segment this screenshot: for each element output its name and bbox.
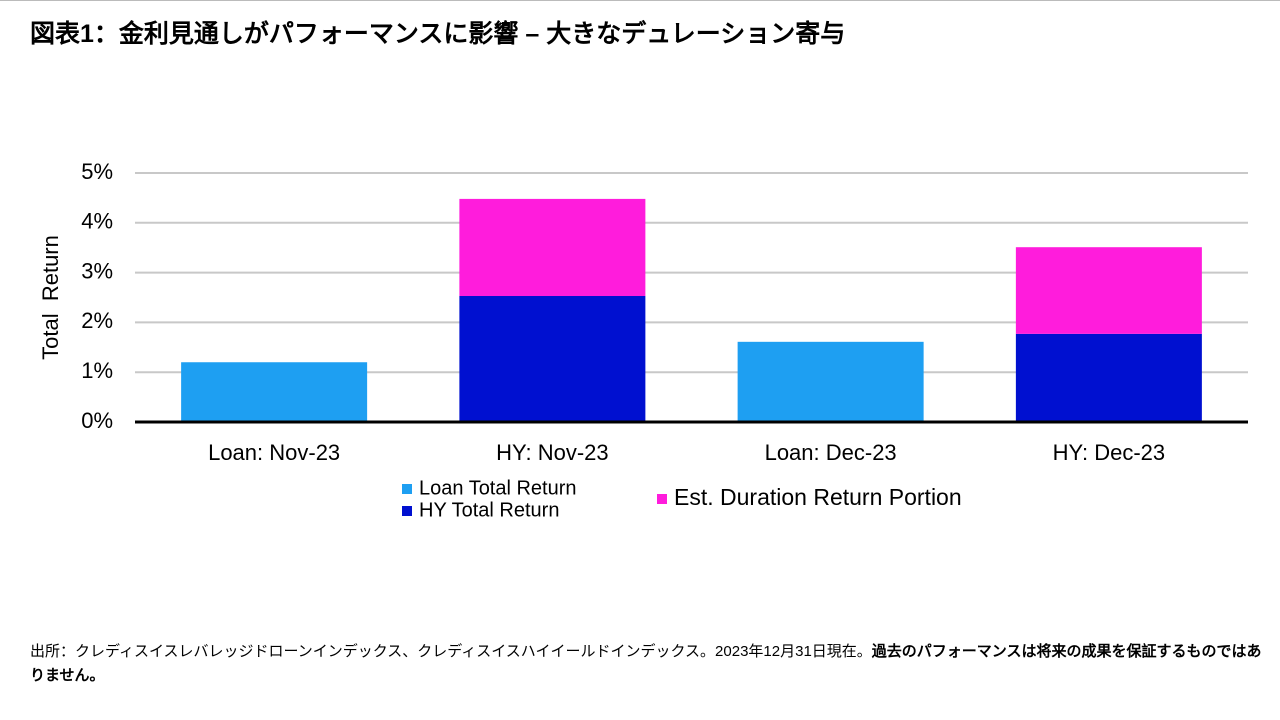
x-tick-label: Loan: Nov-23 xyxy=(208,440,340,465)
x-tick-label: Loan: Dec-23 xyxy=(765,440,897,465)
chart: Total Return 0% 1% 2% 3% 4% 5% Loan: Nov-23 HY: … xyxy=(38,159,1248,521)
legend-label: HY Total Return xyxy=(419,499,559,521)
legend-label: Est. Duration Return Portion xyxy=(674,484,962,510)
disclaimer: 過去のパフォーマンスは将来の成果を保証するものではありません。 xyxy=(30,643,1262,684)
legend-label: Loan Total Return xyxy=(419,477,577,499)
page-title: 図表1：金利見通しがパフォーマンスに影響 – 大きなデュレーション寄与 xyxy=(30,20,846,48)
y-tick-label: 5% xyxy=(81,159,113,184)
y-tick-label: 0% xyxy=(81,408,113,433)
y-tick-label: 2% xyxy=(81,308,113,333)
footer: 出所：クレディスイスレバレッジドローンインデックス、クレディスイスハイイールドイ… xyxy=(30,640,1262,688)
bar-segment xyxy=(459,198,646,297)
top-rule xyxy=(0,0,1280,1)
x-tick-label: HY: Nov-23 xyxy=(496,440,609,465)
y-tick-label: 3% xyxy=(81,258,113,283)
bar-segment xyxy=(181,362,368,422)
legend-swatch xyxy=(657,494,667,504)
bar-segment xyxy=(1015,333,1202,422)
bar-segment xyxy=(737,341,924,422)
x-tick-label: HY: Dec-23 xyxy=(1053,440,1166,465)
legend-swatch xyxy=(402,484,412,494)
y-tick-label: 4% xyxy=(81,209,113,234)
legend-swatch xyxy=(402,506,412,516)
bar-segment xyxy=(459,296,646,422)
source-note: 出所：クレディスイスレバレッジドローンインデックス、クレディスイスハイイールドイ… xyxy=(30,643,872,660)
bar-segment xyxy=(1015,247,1202,334)
y-tick-label: 1% xyxy=(81,358,113,383)
y-axis-label: Total Return xyxy=(38,235,63,360)
